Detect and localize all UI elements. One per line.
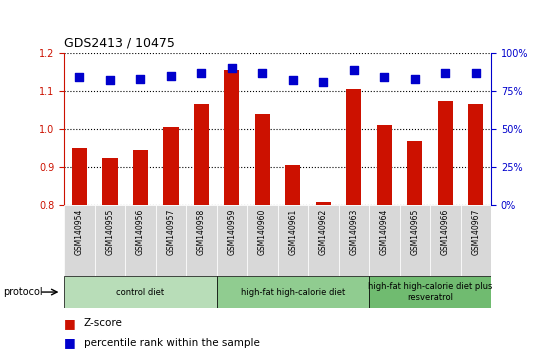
Text: GSM140960: GSM140960 xyxy=(258,209,267,255)
Text: GSM140958: GSM140958 xyxy=(197,209,206,255)
Bar xyxy=(224,70,239,354)
Point xyxy=(258,70,267,76)
Text: GSM140957: GSM140957 xyxy=(166,209,175,255)
Bar xyxy=(278,205,308,276)
Bar xyxy=(400,205,430,276)
Point xyxy=(472,70,480,76)
Bar xyxy=(64,205,95,276)
Text: protocol: protocol xyxy=(3,287,42,297)
Bar xyxy=(72,148,87,354)
Text: GSM140966: GSM140966 xyxy=(441,209,450,255)
Text: GSM140963: GSM140963 xyxy=(349,209,358,255)
Bar xyxy=(377,125,392,354)
Point xyxy=(410,76,419,82)
Bar xyxy=(186,205,217,276)
Bar xyxy=(316,202,331,354)
Point xyxy=(349,67,358,73)
Text: control diet: control diet xyxy=(116,287,165,297)
Bar xyxy=(64,276,217,308)
Point xyxy=(228,65,237,71)
Bar xyxy=(369,276,491,308)
Bar xyxy=(285,165,300,354)
Bar xyxy=(125,205,156,276)
Point xyxy=(105,78,114,83)
Text: high-fat high-calorie diet: high-fat high-calorie diet xyxy=(240,287,345,297)
Text: high-fat high-calorie diet plus
resveratrol: high-fat high-calorie diet plus resverat… xyxy=(368,282,492,302)
Text: GSM140962: GSM140962 xyxy=(319,209,328,255)
Text: ■: ■ xyxy=(64,336,80,349)
Point xyxy=(166,73,175,79)
Bar xyxy=(437,101,453,354)
Bar xyxy=(430,205,460,276)
Text: GSM140954: GSM140954 xyxy=(75,209,84,255)
Bar xyxy=(460,205,491,276)
Bar xyxy=(163,127,179,354)
Bar xyxy=(217,205,247,276)
Point xyxy=(380,75,389,80)
Bar xyxy=(468,104,483,354)
Point xyxy=(136,76,145,82)
Bar xyxy=(95,205,125,276)
Text: GSM140967: GSM140967 xyxy=(472,209,480,255)
Bar xyxy=(133,150,148,354)
Bar xyxy=(102,158,118,354)
Bar xyxy=(247,205,277,276)
Text: GSM140961: GSM140961 xyxy=(288,209,297,255)
Text: ■: ■ xyxy=(64,317,80,330)
Bar xyxy=(339,205,369,276)
Text: Z-score: Z-score xyxy=(84,318,123,328)
Bar xyxy=(308,205,339,276)
Text: GSM140965: GSM140965 xyxy=(410,209,419,255)
Bar xyxy=(255,114,270,354)
Point xyxy=(441,70,450,76)
Text: GDS2413 / 10475: GDS2413 / 10475 xyxy=(64,36,175,50)
Text: GSM140959: GSM140959 xyxy=(227,209,237,255)
Point xyxy=(197,70,206,76)
Bar xyxy=(407,141,422,354)
Text: GSM140956: GSM140956 xyxy=(136,209,145,255)
Point xyxy=(319,79,328,85)
Text: percentile rank within the sample: percentile rank within the sample xyxy=(84,338,259,348)
Point xyxy=(75,75,84,80)
Bar xyxy=(346,89,362,354)
Bar xyxy=(156,205,186,276)
Text: GSM140955: GSM140955 xyxy=(105,209,114,255)
Bar xyxy=(217,276,369,308)
Bar xyxy=(194,104,209,354)
Bar xyxy=(369,205,400,276)
Point xyxy=(288,78,297,83)
Text: GSM140964: GSM140964 xyxy=(380,209,389,255)
